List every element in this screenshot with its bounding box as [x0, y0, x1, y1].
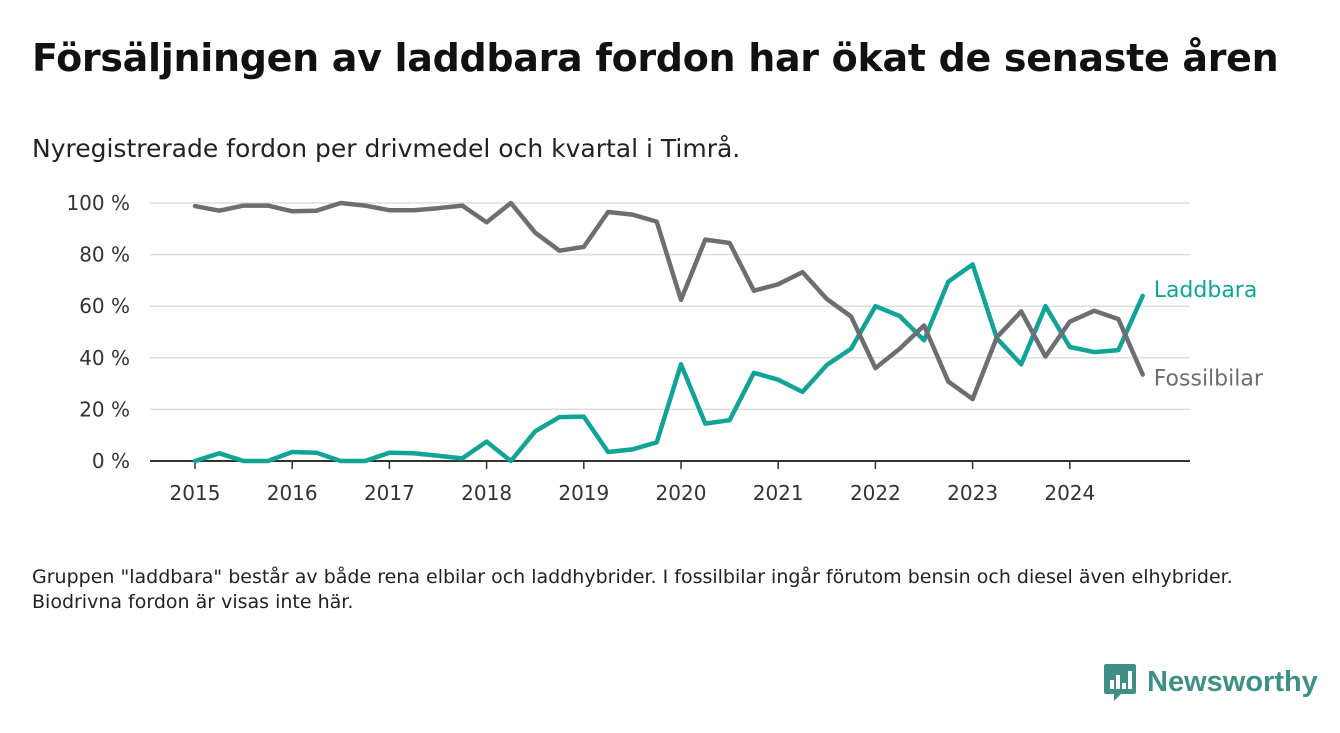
x-tick-label: 2019: [558, 481, 609, 505]
x-tick-label: 2024: [1044, 481, 1095, 505]
brand-name: Newsworthy: [1147, 665, 1318, 698]
x-tick-label: 2021: [753, 481, 804, 505]
brand-logo: Newsworthy: [1103, 662, 1318, 702]
chart-subtitle: Nyregistrerade fordon per drivmedel och …: [32, 134, 741, 163]
x-tick-label: 2020: [656, 481, 707, 505]
x-tick-label: 2017: [364, 481, 415, 505]
x-tick-label: 2018: [461, 481, 512, 505]
y-tick-label: 20 %: [79, 397, 130, 421]
y-tick-label: 80 %: [79, 243, 130, 267]
y-tick-label: 40 %: [79, 346, 130, 370]
chart-footnote: Gruppen "laddbara" består av både rena e…: [32, 566, 1233, 613]
x-tick-label: 2016: [267, 481, 318, 505]
x-tick-label: 2015: [170, 481, 221, 505]
series-label-fossil: Fossilbilar: [1154, 367, 1264, 392]
x-tick-label: 2023: [947, 481, 998, 505]
newsworthy-logo-icon: [1104, 664, 1136, 701]
x-tick-label: 2022: [850, 481, 901, 505]
y-tick-label: 100 %: [66, 191, 130, 215]
series-line-fossil: [192, 200, 1145, 402]
y-tick-label: 60 %: [79, 294, 130, 318]
chart-title: Försäljningen av laddbara fordon har öka…: [32, 36, 1279, 80]
series-line-laddbara: [192, 262, 1145, 464]
y-tick-label: 0 %: [92, 449, 130, 473]
series-label-laddbara: Laddbara: [1154, 278, 1258, 303]
